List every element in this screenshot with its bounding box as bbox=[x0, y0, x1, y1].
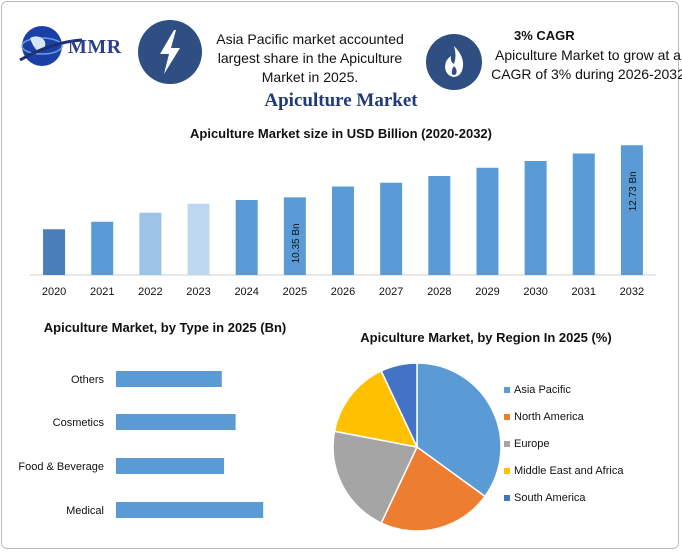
lightning-bolt-icon bbox=[138, 20, 202, 84]
x-tick-2032: 2032 bbox=[620, 286, 644, 298]
bar-2026 bbox=[332, 186, 354, 275]
legend-swatch-north-america bbox=[504, 414, 510, 420]
data-label-2032: 12.73 Bn bbox=[628, 171, 639, 211]
x-tick-2026: 2026 bbox=[331, 286, 355, 298]
x-tick-2021: 2021 bbox=[90, 286, 114, 298]
lightning-bolt-glyph bbox=[160, 30, 180, 74]
flame-icon bbox=[426, 34, 482, 90]
bar-2031 bbox=[572, 153, 595, 275]
bar-2024 bbox=[235, 200, 258, 275]
type-chart-title: Apiculture Market, by Type in 2025 (Bn) bbox=[43, 320, 287, 335]
bar-2020 bbox=[43, 229, 66, 275]
x-tick-2031: 2031 bbox=[572, 286, 596, 298]
asia-pacific-note: Asia Pacific market accounted largest sh… bbox=[216, 31, 404, 85]
logo-text: MMR bbox=[68, 36, 122, 58]
pie-slice-south-america bbox=[380, 362, 418, 448]
legend-label-south-america: South America bbox=[514, 492, 586, 504]
x-tick-2030: 2030 bbox=[523, 286, 547, 298]
x-tick-2028: 2028 bbox=[427, 286, 451, 298]
x-tick-2024: 2024 bbox=[234, 286, 258, 298]
region-chart-title: Apiculture Market, by Region In 2025 (%) bbox=[360, 330, 612, 345]
type-label-food-beverage: Food & Beverage bbox=[18, 461, 104, 473]
bar-2021 bbox=[91, 221, 114, 275]
legend-label-asia-pacific: Asia Pacific bbox=[514, 384, 571, 396]
legend-swatch-middle-east-and-africa bbox=[504, 468, 510, 474]
type-bar-food-beverage bbox=[116, 458, 225, 474]
type-bar-medical bbox=[116, 502, 264, 518]
x-tick-2020: 2020 bbox=[42, 286, 66, 298]
bar-2023 bbox=[187, 203, 210, 275]
bar-2028 bbox=[428, 176, 451, 275]
type-bar-cosmetics bbox=[116, 414, 236, 430]
x-tick-2027: 2027 bbox=[379, 286, 403, 298]
legend-swatch-asia-pacific bbox=[504, 387, 510, 393]
header: MMR Asia Pacific market accounted larges… bbox=[6, 6, 682, 90]
bar-2027 bbox=[380, 182, 403, 275]
data-label-2025: 10.35 Bn bbox=[291, 223, 302, 263]
pie-slice-asia-pacific bbox=[416, 362, 502, 498]
type-bar-others bbox=[116, 371, 222, 387]
logo bbox=[12, 16, 132, 80]
type-label-others: Others bbox=[71, 374, 105, 386]
bar-2030 bbox=[524, 161, 547, 275]
bar-2022 bbox=[139, 212, 162, 275]
market-size-chart-title: Apiculture Market size in USD Billion (2… bbox=[190, 126, 492, 141]
x-tick-2029: 2029 bbox=[475, 286, 499, 298]
bar-2025 bbox=[283, 197, 306, 275]
type-label-medical: Medical bbox=[66, 505, 104, 517]
cagr-note: Apiculture Market to grow at a CAGR of 3… bbox=[491, 47, 682, 82]
bar-2029 bbox=[476, 167, 499, 275]
cagr-title: 3% CAGR bbox=[514, 28, 575, 43]
legend-label-middle-east-and-africa: Middle East and Africa bbox=[514, 465, 624, 477]
x-tick-2022: 2022 bbox=[138, 286, 162, 298]
type-label-cosmetics: Cosmetics bbox=[53, 417, 105, 429]
legend-label-europe: Europe bbox=[514, 438, 549, 450]
pie-slice-europe bbox=[332, 430, 419, 525]
globe-icon bbox=[19, 26, 83, 66]
x-tick-2023: 2023 bbox=[186, 286, 210, 298]
page-title: Apiculture Market bbox=[264, 90, 418, 111]
flame-glyph bbox=[445, 46, 464, 77]
legend-swatch-south-america bbox=[504, 495, 510, 501]
legend-label-north-america: North America bbox=[514, 411, 585, 423]
bar-2032 bbox=[620, 145, 643, 275]
x-tick-2025: 2025 bbox=[283, 286, 307, 298]
pie-slice-middle-east-and-africa bbox=[333, 369, 419, 449]
legend-swatch-europe bbox=[504, 441, 510, 447]
